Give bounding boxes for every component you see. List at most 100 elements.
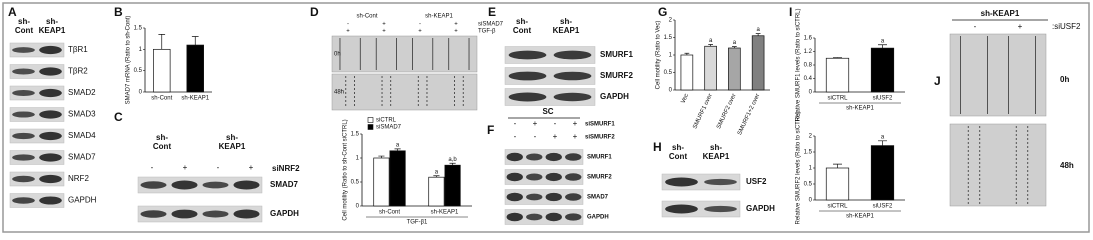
y-tick-label: 2 xyxy=(669,18,673,24)
bar xyxy=(751,35,765,91)
blot-band xyxy=(39,153,62,162)
blot-label: GAPDH xyxy=(270,209,299,218)
blot-label: SMURF1 xyxy=(600,50,633,59)
blot-label: SMAD7 xyxy=(270,180,299,189)
x-tick-label: SMURF2 over xyxy=(716,93,738,130)
error-bar xyxy=(708,44,713,47)
blot-label: GAPDH xyxy=(68,196,97,205)
x-axis-label: sh-KEAP1 xyxy=(846,214,874,220)
micrograph xyxy=(949,33,1047,117)
column-header: sh- xyxy=(226,133,238,142)
error-bar xyxy=(833,163,842,168)
time-label: 48h xyxy=(334,90,344,96)
treatment-label: siSMAD7 xyxy=(478,22,504,28)
panel-letter: G xyxy=(658,5,667,19)
column-header: sh- xyxy=(560,17,572,26)
blot-band xyxy=(39,131,62,141)
sign: + xyxy=(1018,22,1023,31)
blot-band xyxy=(553,92,592,102)
bar xyxy=(389,150,406,207)
blot-band xyxy=(704,178,737,186)
blot-band xyxy=(506,212,523,222)
blot-label: GAPDH xyxy=(746,204,775,213)
bar xyxy=(870,47,895,93)
column-header: sh- xyxy=(710,143,722,152)
panel-letter: J xyxy=(934,74,941,88)
blot-band xyxy=(39,45,62,55)
panel-letter: D xyxy=(310,5,319,19)
y-axis-label: SMAD7 mRNA (Ratio to sh-Cont) xyxy=(126,16,132,105)
x-tick-label: siUSF2 xyxy=(873,96,893,102)
sign: - xyxy=(347,22,349,28)
blot-strip xyxy=(504,149,584,165)
blot-band xyxy=(526,153,543,161)
blot-strip xyxy=(504,169,584,185)
blot-label: SMURF2 xyxy=(600,71,633,80)
column-header: sh- xyxy=(46,17,58,26)
bar xyxy=(186,44,204,93)
y-tick-label: 0 xyxy=(356,204,360,210)
blot-band xyxy=(545,172,562,182)
sign: + xyxy=(183,163,188,172)
blot-strip xyxy=(137,205,263,223)
blot-label: SMAD7 xyxy=(68,153,96,162)
blot-label: NRF2 xyxy=(68,174,89,183)
column-header: Cont xyxy=(513,26,532,35)
blot-band xyxy=(233,209,260,219)
x-tick-label: Vec xyxy=(680,93,690,105)
sign: - xyxy=(514,119,517,128)
blot-band xyxy=(508,71,547,81)
blot-band xyxy=(39,88,62,98)
column-header: KEAP1 xyxy=(219,142,246,151)
error-bar xyxy=(833,57,842,59)
y-tick-label: 1.6 xyxy=(804,36,813,42)
blot-label: TβR2 xyxy=(68,67,88,76)
blot-band xyxy=(565,213,582,221)
y-tick-label: 1.5 xyxy=(664,35,673,41)
blot-label: TβR1 xyxy=(68,45,88,54)
sign: + xyxy=(382,22,386,28)
y-tick-label: 1.5 xyxy=(804,150,813,156)
sign: - xyxy=(217,163,220,172)
bar xyxy=(373,157,390,207)
blot-label: SMURF2 xyxy=(587,175,612,181)
column-header: KEAP1 xyxy=(39,26,66,35)
error-bar xyxy=(158,34,166,50)
column-header: Cont xyxy=(15,26,34,35)
bar xyxy=(825,167,850,201)
sign: + xyxy=(553,132,558,141)
sign: + xyxy=(573,119,578,128)
blot-label: GAPDH xyxy=(587,215,609,221)
x-tick-label: siCTRL xyxy=(827,96,848,102)
y-tick-label: 0.5 xyxy=(134,68,143,74)
sign: + xyxy=(573,132,578,141)
blot-band xyxy=(12,175,35,183)
y-tick-label: 0 xyxy=(669,88,673,94)
sign: + xyxy=(418,29,422,35)
significance-label: a xyxy=(881,38,885,44)
x-tick-label: sh-KEAP1 xyxy=(431,210,459,216)
y-tick-label: 2 xyxy=(809,134,813,140)
y-axis-label: Relative SMURF2 levels (Ratio to siCTRL) xyxy=(796,111,802,224)
treatment-label: siSMURF1 xyxy=(585,122,615,128)
blot-band xyxy=(565,173,582,181)
blot-band xyxy=(508,92,547,102)
blot-label: SMAD3 xyxy=(68,110,96,119)
column-header: KEAP1 xyxy=(553,26,580,35)
y-axis-label: Relative SMURF1 levels (Ratio to siCTRL) xyxy=(796,8,802,121)
blot-band xyxy=(39,67,62,76)
blot-band xyxy=(140,181,167,189)
bar xyxy=(428,176,445,207)
sign: - xyxy=(534,132,537,141)
blot-label: SMAD4 xyxy=(68,131,96,140)
y-tick-label: 1.5 xyxy=(351,132,360,138)
bar xyxy=(728,47,741,91)
error-bar xyxy=(732,46,737,48)
y-tick-label: 0 xyxy=(809,198,813,204)
blot-label: SMAD2 xyxy=(68,88,96,97)
sign: - xyxy=(974,22,977,31)
blot-band xyxy=(12,68,35,75)
blot-band xyxy=(526,173,543,181)
blot-band xyxy=(506,172,523,182)
blot-label: SMURF1 xyxy=(587,155,612,161)
